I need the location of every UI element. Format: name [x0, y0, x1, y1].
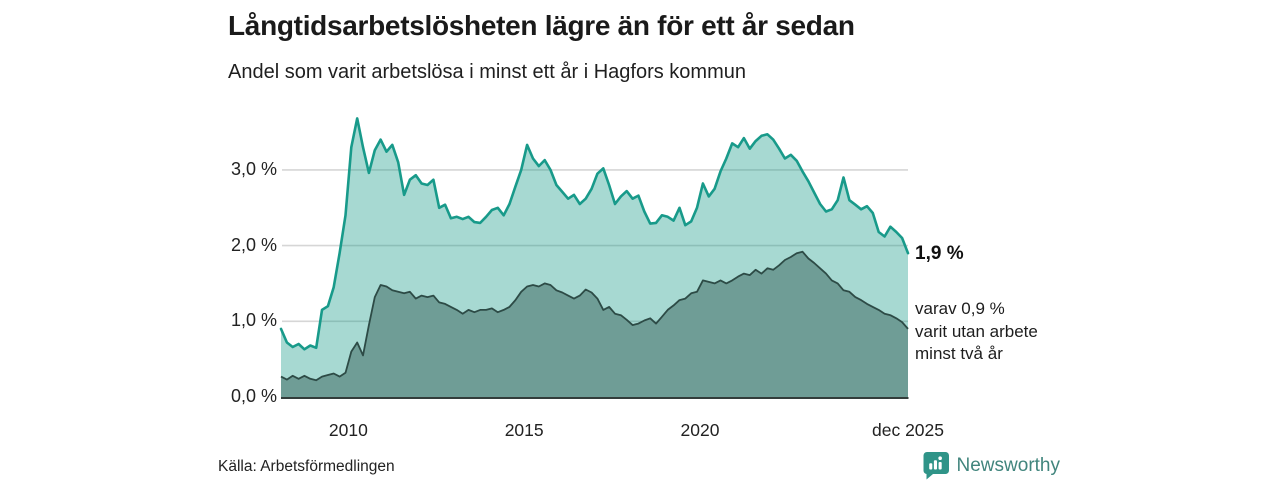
end-value-label: 1,9 % — [915, 243, 964, 264]
y-tick-label: 2,0 % — [230, 234, 277, 255]
newsworthy-icon — [923, 452, 949, 480]
x-tick-label: 2015 — [504, 420, 544, 440]
brand-name: Newsworthy — [956, 454, 1060, 476]
end-note-line: varit utan arbete — [915, 321, 1038, 341]
x-tick-label: 2010 — [328, 420, 368, 440]
y-tick-label: 3,0 % — [230, 158, 277, 179]
y-tick-label: 1,0 % — [230, 310, 277, 331]
brand-logo: Newsworthy — [923, 451, 1060, 480]
source-attribution: Källa: Arbetsförmedlingen — [218, 458, 395, 475]
y-tick-label: 0,0 % — [230, 386, 277, 406]
end-note-annotation: varav 0,9 % varit utan arbete minst två … — [915, 298, 1038, 366]
page-title: Långtidsarbetslösheten lägre än för ett … — [228, 10, 855, 41]
area-fill-unemployed-2yr — [281, 251, 908, 397]
page-subtitle: Andel som varit arbetslösa i minst ett å… — [228, 61, 746, 83]
series-line-unemployed-2yr — [280, 250, 909, 382]
series-line-unemployed-1yr — [279, 117, 910, 351]
x-tick-label: dec 2025 — [871, 420, 945, 440]
x-tick-label: 2020 — [680, 420, 720, 440]
end-note-line: varav 0,9 % — [915, 299, 1005, 318]
end-note-line: minst två år — [915, 344, 1003, 363]
